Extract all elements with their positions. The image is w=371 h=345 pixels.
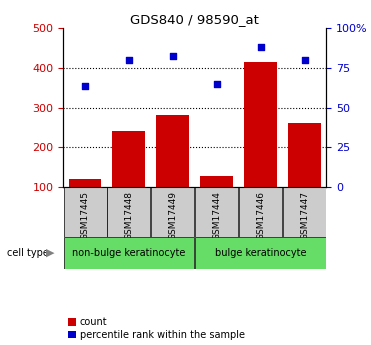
Bar (195, 187, 238, 237)
Point (258, 44, 264, 50)
Text: ▶: ▶ (46, 248, 54, 258)
Point (170, 53, 176, 58)
Text: non-bulge keratinocyte: non-bulge keratinocyte (72, 248, 186, 258)
Text: GSM17445: GSM17445 (81, 191, 89, 240)
Bar (200, 176, 233, 187)
Bar (63, 237, 194, 269)
Bar (244, 62, 277, 187)
Text: GSM17446: GSM17446 (256, 191, 265, 240)
Text: GSM17447: GSM17447 (300, 191, 309, 240)
Bar (63, 187, 106, 237)
Bar (112, 131, 145, 187)
Bar (69, 179, 102, 187)
Point (82, 83, 88, 88)
Bar (108, 187, 150, 237)
Bar (283, 187, 326, 237)
Point (126, 57, 132, 62)
Text: GSM17444: GSM17444 (212, 191, 221, 240)
Title: GDS840 / 98590_at: GDS840 / 98590_at (130, 13, 259, 27)
Bar (195, 237, 326, 269)
Bar (239, 187, 282, 237)
Text: GSM17448: GSM17448 (124, 191, 134, 240)
Text: cell type: cell type (7, 248, 49, 258)
Point (302, 57, 308, 62)
Point (214, 81, 220, 86)
Bar (151, 187, 194, 237)
Legend: count, percentile rank within the sample: count, percentile rank within the sample (68, 317, 244, 340)
Text: bulge keratinocyte: bulge keratinocyte (215, 248, 306, 258)
Bar (156, 115, 189, 187)
Bar (288, 123, 321, 187)
Text: GSM17449: GSM17449 (168, 191, 177, 240)
